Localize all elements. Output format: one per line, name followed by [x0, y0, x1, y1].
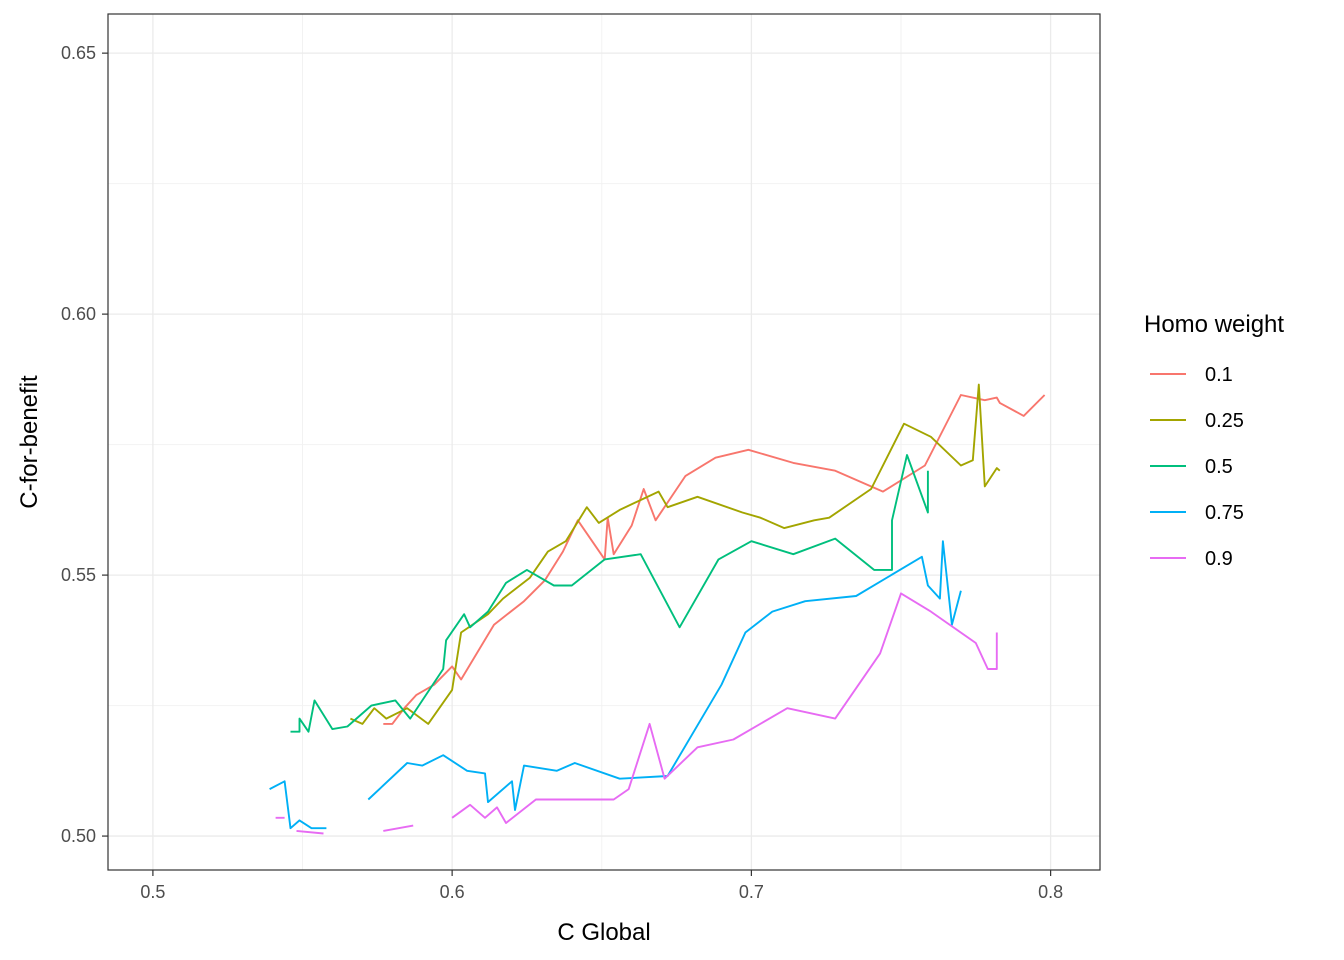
legend-items: 0.1 0.25 0.5 0.75 0.9	[1150, 364, 1244, 570]
legend-label: 0.1	[1205, 364, 1233, 386]
legend: Homo weight 0.1 0.25 0.5 0.75 0.9	[1144, 311, 1284, 570]
series-line-0.75	[367, 540, 962, 811]
series-line-0.5	[290, 454, 929, 733]
y-axis-title: C-for-benefit	[16, 375, 43, 509]
legend-label: 0.25	[1205, 410, 1244, 432]
series-line-0.9	[451, 592, 998, 824]
y-tick-label: 0.50	[61, 826, 96, 846]
series-line-0.1	[383, 394, 1046, 725]
series-line-0.9	[383, 824, 414, 832]
x-axis-title: C Global	[557, 919, 650, 946]
y-tick-label: 0.65	[61, 43, 96, 63]
y-axis: 0.50 0.55 0.60 0.65	[61, 43, 108, 846]
series-line-0.9	[296, 829, 324, 835]
x-tick-label: 0.6	[440, 882, 465, 902]
major-gridlines	[108, 14, 1100, 870]
y-tick-label: 0.60	[61, 304, 96, 324]
minor-gridlines	[108, 14, 1100, 870]
y-tick-label: 0.55	[61, 565, 96, 585]
x-tick-label: 0.7	[739, 882, 764, 902]
legend-label: 0.9	[1205, 548, 1233, 570]
x-tick-label: 0.5	[140, 882, 165, 902]
x-tick-label: 0.8	[1038, 882, 1063, 902]
series-line-0.75	[269, 780, 327, 830]
legend-label: 0.5	[1205, 456, 1233, 478]
legend-title: Homo weight	[1144, 311, 1284, 338]
plot-panel-border	[107, 13, 1101, 871]
series-line-0.25	[350, 383, 1001, 725]
x-axis: 0.5 0.6 0.7 0.8	[140, 870, 1063, 902]
series-lines	[269, 383, 1046, 835]
legend-label: 0.75	[1205, 502, 1244, 524]
